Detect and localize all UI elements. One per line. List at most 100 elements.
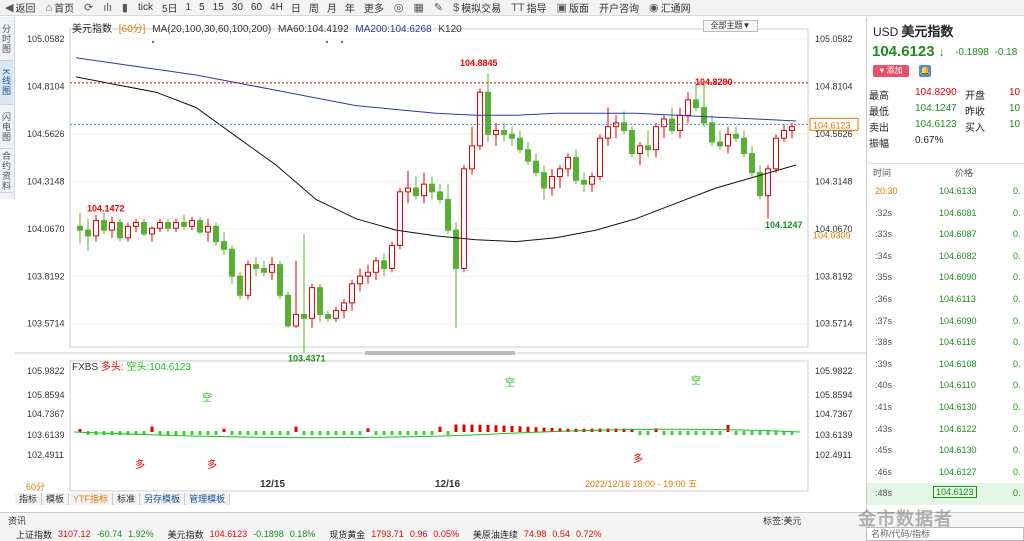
- annotation-high: 104.8845: [460, 58, 498, 68]
- tick-row[interactable]: 20:30 104.6133 0.: [867, 181, 1024, 203]
- quote-row-label2: 买入: [965, 123, 985, 134]
- period-5日-button[interactable]: 5日: [158, 0, 182, 15]
- indicator-axis-label-right: 102.4911: [815, 450, 852, 460]
- grid-button[interactable]: ▦: [408, 0, 428, 15]
- tick-price: 104.6122: [939, 423, 977, 434]
- bars-button[interactable]: ▮: [117, 0, 133, 15]
- indicator-tab-4[interactable]: 另存模板: [140, 493, 186, 505]
- tick-header-price: 价格: [955, 168, 974, 178]
- period-1-button[interactable]: 1: [182, 0, 196, 15]
- sidebar-item-2[interactable]: 闪电图: [0, 105, 13, 149]
- all-topics-button[interactable]: 全部主题▼: [703, 20, 758, 32]
- toolbar-label: 返回: [15, 4, 36, 15]
- indicator-bar: [534, 427, 538, 432]
- indicator-bar: [358, 431, 362, 435]
- more-button[interactable]: 更多: [359, 0, 389, 15]
- indicator-bar: [318, 431, 322, 435]
- tick-row[interactable]: :32s 104.6081 0.: [867, 203, 1024, 225]
- indicator-bar: [382, 431, 386, 435]
- period-年-button[interactable]: 年: [341, 0, 359, 15]
- dollar-button[interactable]: $ 模拟交易: [448, 0, 506, 16]
- tick-qty: 0.: [1013, 293, 1021, 304]
- ticker-item[interactable]: 上证指数: [16, 529, 53, 540]
- legend-period[interactable]: [60分]: [118, 24, 146, 35]
- tick-row[interactable]: :34s 104.6082 0.: [867, 246, 1024, 268]
- tag-label[interactable]: 标签:美元: [763, 515, 802, 526]
- ticker-item[interactable]: 现货黄金: [329, 529, 366, 540]
- period-30-button[interactable]: 30: [228, 0, 247, 15]
- period-label[interactable]: 60分: [26, 482, 46, 492]
- period-4H-button[interactable]: 4H: [266, 0, 287, 15]
- legend-ma200: MA200:104.6268: [355, 24, 432, 35]
- indicator-bar: [638, 431, 642, 435]
- target-button[interactable]: ◎: [389, 0, 409, 15]
- candles-button[interactable]: ılı: [98, 0, 117, 15]
- tt-button[interactable]: TT 指导: [506, 0, 551, 16]
- candle-body: [173, 221, 179, 229]
- tick-row[interactable]: :40s 104.6110 0.: [867, 375, 1024, 397]
- tick-row[interactable]: :39s 104.6108 0.: [867, 354, 1024, 376]
- tick-row[interactable]: :41s 104.6130 0.: [867, 397, 1024, 419]
- period-5-button[interactable]: 5: [195, 0, 209, 15]
- ticker-item[interactable]: 美元指数: [167, 529, 204, 540]
- indicator-bar: [790, 431, 794, 435]
- indicator-axis-label-left: 103.6139: [27, 430, 65, 440]
- add-favorite-button[interactable]: ♥ 添加: [873, 65, 909, 77]
- tick-qty: 0.: [1013, 337, 1021, 348]
- back-button[interactable]: ◀ 返回: [0, 0, 40, 15]
- sidebar-item-0[interactable]: 分时图: [0, 17, 13, 61]
- indicator-tab-3[interactable]: 标准: [113, 493, 141, 505]
- tick-row[interactable]: :33s 104.6087 0.: [867, 224, 1024, 246]
- indicator-tab-5[interactable]: 管理模板: [185, 493, 231, 505]
- ticker-item[interactable]: 美原油连续: [472, 529, 518, 540]
- tick-row[interactable]: :48s 104.6123 0.: [867, 483, 1024, 505]
- period-开户咨询-button[interactable]: 开户咨询: [594, 0, 644, 15]
- indicator-tab-0[interactable]: 指标: [15, 493, 43, 505]
- tick-row[interactable]: :46s 104.6127 0.: [867, 462, 1024, 484]
- toolbar-label: tick: [137, 2, 153, 13]
- indicator-bar: [718, 431, 722, 435]
- indicator-tab-1[interactable]: 模板: [42, 493, 70, 505]
- period-周-button[interactable]: 周: [305, 0, 323, 15]
- tick-row[interactable]: :43s 104.6122 0.: [867, 419, 1024, 441]
- draw-button[interactable]: ✎: [429, 0, 448, 15]
- indicator-axis-label-right: 105.8594: [815, 390, 853, 400]
- tick-qty: 0.: [1013, 229, 1021, 240]
- quote-row-value2: 10: [1009, 103, 1021, 114]
- candle-body: [261, 267, 267, 273]
- tick-time: :35s: [875, 272, 893, 283]
- home-icon: ⌂: [45, 1, 53, 14]
- sidebar-item-3[interactable]: 合约资料: [0, 149, 13, 193]
- chart-area[interactable]: 105.0582 105.0582 104.8104 104.8104 104.5626…: [15, 17, 866, 505]
- alert-bell-icon[interactable]: 🔔: [919, 65, 931, 77]
- candlestick-chart[interactable]: 105.0582 105.0582 104.8104 104.8104 104.5626…: [15, 17, 866, 505]
- layout-button[interactable]: ▣ 版面: [552, 0, 594, 15]
- indicator-tab-2[interactable]: YTF指标: [69, 493, 114, 505]
- period-15-button[interactable]: 15: [209, 0, 228, 15]
- refresh-button[interactable]: ⟳: [79, 0, 98, 15]
- tick-row[interactable]: :38s 104.6116 0.: [867, 332, 1024, 354]
- tick-time: :32s: [875, 207, 893, 218]
- tick-row[interactable]: :45s 104.6130 0.: [867, 440, 1024, 462]
- candle-body: [285, 294, 291, 327]
- period-月-button[interactable]: 月: [323, 0, 341, 15]
- toolbar-label: 指导: [526, 4, 547, 15]
- splitter-handle: [365, 351, 515, 355]
- tick-row[interactable]: :36s 104.6113 0.: [867, 289, 1024, 311]
- indicator-bar: [294, 426, 298, 432]
- down-arrow-icon: ↓: [938, 45, 945, 59]
- globe-button[interactable]: ◉ 汇通网: [644, 0, 696, 15]
- candle-body: [325, 313, 331, 319]
- tick-list[interactable]: 20:30 104.6133 0.:32s 104.6081 0.:33s 10…: [867, 181, 1024, 505]
- tick-price: 104.6110: [939, 380, 976, 391]
- tick-row[interactable]: :35s 104.6090 0.: [867, 267, 1024, 289]
- period-60-button[interactable]: 60: [247, 0, 266, 15]
- period-日-button[interactable]: 日: [287, 0, 305, 15]
- home-button[interactable]: ⌂ 首页: [40, 0, 79, 16]
- sidebar-item-1[interactable]: K线图: [0, 61, 13, 105]
- quote-price-value: 104.6123: [872, 43, 935, 60]
- tick-row[interactable]: :37s 104.6090 0.: [867, 311, 1024, 333]
- candle-body: [725, 133, 731, 147]
- tick-button[interactable]: tick: [133, 0, 158, 15]
- news-tab[interactable]: 资讯: [8, 515, 27, 526]
